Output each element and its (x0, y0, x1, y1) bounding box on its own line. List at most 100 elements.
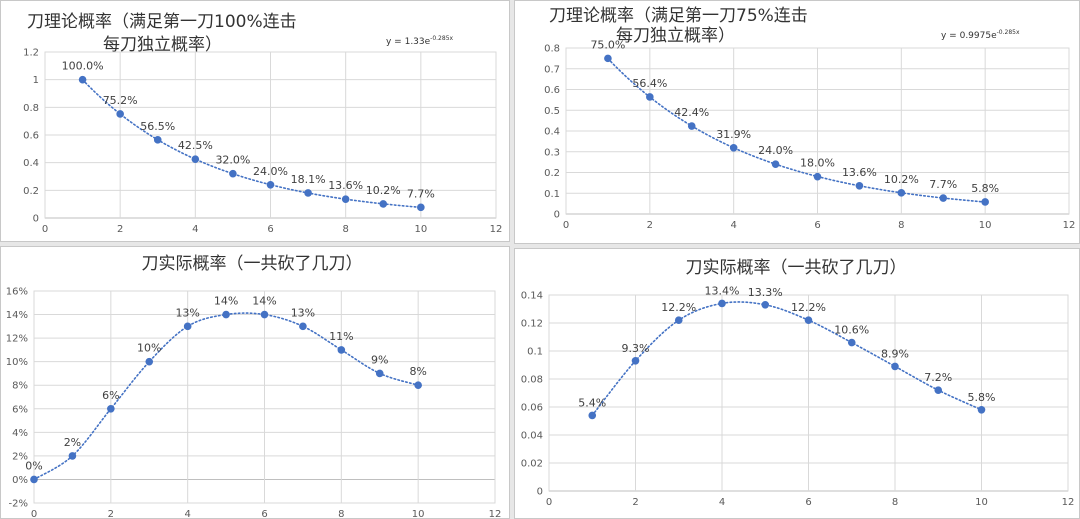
data-point (375, 369, 384, 378)
y-tick-label: 1.2 (23, 48, 39, 59)
data-label: 5.8% (971, 182, 999, 195)
x-tick-label: 4 (192, 224, 198, 235)
y-tick-label: 0.02 (521, 459, 543, 470)
y-tick-label: 0.04 (521, 431, 543, 442)
data-point (379, 200, 388, 208)
x-tick-label: 12 (490, 224, 503, 235)
x-tick-label: 2 (647, 220, 653, 231)
data-point (674, 316, 683, 324)
data-point (145, 357, 154, 366)
x-tick-label: 2 (632, 497, 638, 508)
data-label: 14% (252, 295, 276, 308)
data-label: 18.0% (800, 157, 835, 170)
data-label: 13% (175, 306, 199, 319)
data-point (304, 189, 312, 197)
data-point (191, 155, 200, 164)
x-tick-label: 6 (805, 497, 811, 508)
x-tick-label: 10 (414, 224, 427, 235)
trendline (591, 301, 983, 417)
x-tick-label: 2 (108, 509, 114, 519)
chart-title: 刀理论概率（满足第一刀100%连击 (27, 12, 297, 32)
x-tick-label: 8 (898, 220, 904, 231)
data-label: 24.0% (253, 165, 288, 178)
y-tick-label: 0.5 (544, 106, 560, 117)
data-label: 12.2% (661, 301, 696, 314)
data-label: 8% (409, 365, 426, 378)
y-tick-label: 0.2 (544, 168, 560, 179)
x-tick-label: 12 (1063, 220, 1076, 231)
data-label: 9% (371, 353, 388, 366)
data-point (981, 198, 989, 206)
data-point (855, 181, 864, 190)
y-tick-label: 8% (12, 381, 28, 392)
data-point (266, 181, 275, 189)
data-label: 10.2% (884, 173, 919, 186)
y-tick-label: 0.2 (23, 186, 39, 197)
data-point (417, 203, 425, 212)
data-label: 56.4% (632, 77, 667, 90)
chart-panel-top-left: 0 0.2 0.4 0.6 0.8 1 1.2 0 2 4 6 8 10 12 刀理论概率（满足第一刀100… (0, 0, 510, 242)
x-tick-label: 10 (975, 497, 988, 508)
y-tick-label: 0.6 (544, 85, 560, 96)
data-point (337, 346, 346, 354)
data-point (260, 310, 269, 319)
data-point (414, 381, 422, 390)
data-label: 18.1% (291, 173, 326, 186)
x-tick-label: 0 (31, 509, 37, 519)
data-point (891, 362, 899, 371)
y-tick-label: 0 (537, 487, 543, 498)
trendline-equation: y = 1.33e-0.285x (386, 35, 454, 47)
data-label: 2% (64, 436, 81, 449)
data-point (813, 172, 822, 181)
chart-title: 刀实际概率（一共砍了几刀） (142, 254, 363, 274)
chart-panel-bottom-left: -2% 0% 2% 4% 6% 8% 10% 12% 14% 16% 0 2 4 6 8 10 12 刀实际概率（… (0, 246, 510, 519)
data-label: 13.3% (748, 286, 783, 299)
y-tick-label: 0.6 (23, 131, 39, 142)
x-tick-label: 12 (489, 509, 502, 519)
data-label: 42.4% (674, 106, 709, 119)
data-label: 13.6% (328, 179, 363, 192)
x-tick-label: 12 (1062, 497, 1075, 508)
data-label: 5.4% (578, 396, 606, 409)
data-label: 7.7% (929, 178, 957, 191)
x-tick-label: 8 (338, 509, 344, 519)
x-tick-label: 10 (979, 220, 992, 231)
y-tick-label: 0.06 (521, 403, 543, 414)
y-tick-label: 0.8 (544, 44, 560, 55)
x-tick-label: 4 (719, 497, 725, 508)
y-tick-label: 0.1 (544, 189, 560, 200)
data-label: 56.5% (140, 120, 175, 133)
data-label: 6% (102, 389, 119, 402)
data-label: 0% (25, 459, 42, 472)
y-tick-label: 0.12 (521, 319, 543, 330)
data-point (116, 110, 124, 118)
trendline-equation: y = 0.9975e-0.285x (941, 29, 1020, 41)
data-label: 14% (214, 295, 238, 308)
y-tick-label: 0.8 (23, 103, 39, 114)
y-tick-label: 16% (6, 287, 28, 298)
data-point (30, 475, 38, 484)
data-label: 13% (291, 306, 315, 319)
data-label: 42.5% (178, 139, 213, 152)
y-tick-label: 14% (6, 310, 28, 321)
data-label: 7.2% (924, 371, 952, 384)
data-label: 75.0% (590, 38, 625, 51)
chart-bottom-left: -2%0%2%4%6%8%10%12%14%16%0 2 4 6 8 10 12刀实际概率（… (6, 254, 502, 519)
y-tick-label: 0 (33, 214, 39, 225)
data-point (183, 322, 192, 331)
chart-panel-bottom-right: 0 0.02 0.04 0.06 0.08 0.1 0.12 0.14 0 2 4 6 8 10 12 刀实际… (514, 248, 1080, 519)
chart-panel-top-right: 0 0.1 0.2 0.3 0.4 0.5 0.6 0.7 0.8 0 2 4 6 8 10 12 刀理论概率（… (514, 0, 1080, 244)
y-tick-label: 0.4 (23, 158, 39, 169)
y-tick-label: 2% (12, 451, 28, 462)
data-label: 7.7% (407, 187, 435, 200)
data-point (761, 301, 770, 309)
y-tick-label: 0.1 (527, 347, 543, 358)
data-label: 32.0% (215, 154, 250, 167)
data-point (718, 299, 726, 308)
data-label: 11% (329, 330, 353, 343)
data-point (631, 357, 640, 365)
x-tick-label: 2 (117, 224, 123, 235)
y-tick-label: 0.7 (544, 64, 560, 75)
data-point (68, 452, 77, 460)
data-point (153, 136, 162, 144)
